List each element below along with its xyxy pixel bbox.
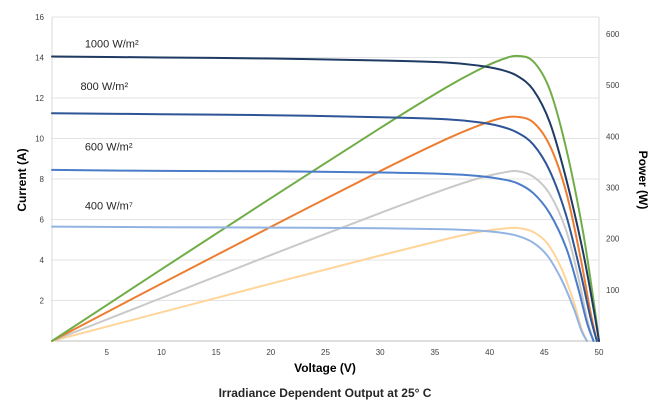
power-curve-6 (51, 169, 595, 342)
chart-caption: Irradiance Dependent Output at 25° C (219, 386, 432, 400)
x-tick-label: 20 (266, 348, 275, 357)
y-right-tick-label: 600 (606, 30, 620, 39)
irradiance-label: 1000 W/m² (85, 38, 139, 50)
series-lines (51, 54, 600, 342)
left-axis-ticks: 2 4 6 8 10 12 14 16 (35, 13, 44, 306)
axes (51, 17, 600, 342)
x-tick-label: 40 (485, 348, 494, 357)
y-right-tick-label: 500 (606, 81, 620, 90)
x-tick-label: 50 (595, 348, 604, 357)
right-axis-ticks: 100 200 300 400 500 600 (606, 30, 620, 295)
irradiance-annotations: 1000 W/m² 800 W/m² 600 W/m² 400 W/m⁷ (80, 38, 139, 212)
x-tick-label: 35 (430, 348, 439, 357)
x-tick-label: 10 (157, 348, 166, 357)
y-left-tick-label: 2 (40, 297, 45, 306)
y-left-tick-label: 8 (40, 175, 45, 184)
y-right-tick-label: 400 (606, 132, 620, 141)
current-curve-3 (51, 225, 588, 342)
current-curve-0 (51, 55, 600, 342)
y-left-tick-label: 6 (40, 216, 45, 225)
x-tick-label: 5 (104, 348, 109, 357)
y-right-tick-label: 100 (606, 286, 620, 295)
y-left-tick-label: 4 (40, 256, 45, 265)
irradiance-label: 600 W/m² (85, 142, 133, 154)
x-axis-ticks: 5 10 15 20 25 30 35 40 45 50 (104, 348, 604, 357)
current-curve-2 (51, 168, 595, 342)
power-curve-7 (51, 226, 588, 342)
y-right-tick-label: 300 (606, 183, 620, 192)
x-tick-label: 30 (376, 348, 385, 357)
x-axis-title: Voltage (V) (294, 361, 356, 375)
x-tick-label: 25 (321, 348, 330, 357)
irradiance-label: 800 W/m² (80, 81, 128, 93)
x-tick-label: 15 (212, 348, 221, 357)
power-curve-5 (51, 115, 598, 342)
current-curve-1 (51, 112, 598, 342)
power-curve-4 (51, 54, 600, 342)
y-axis-right-title: Power (W) (636, 151, 650, 210)
x-tick-label: 45 (540, 348, 549, 357)
irradiance-label: 400 W/m⁷ (85, 200, 133, 212)
y-right-tick-label: 200 (606, 235, 620, 244)
y-left-tick-label: 12 (35, 94, 44, 103)
y-left-tick-label: 10 (35, 135, 44, 144)
y-left-tick-label: 14 (35, 54, 44, 63)
y-axis-left-title: Current (A) (15, 148, 29, 211)
y-left-tick-label: 16 (35, 13, 44, 22)
